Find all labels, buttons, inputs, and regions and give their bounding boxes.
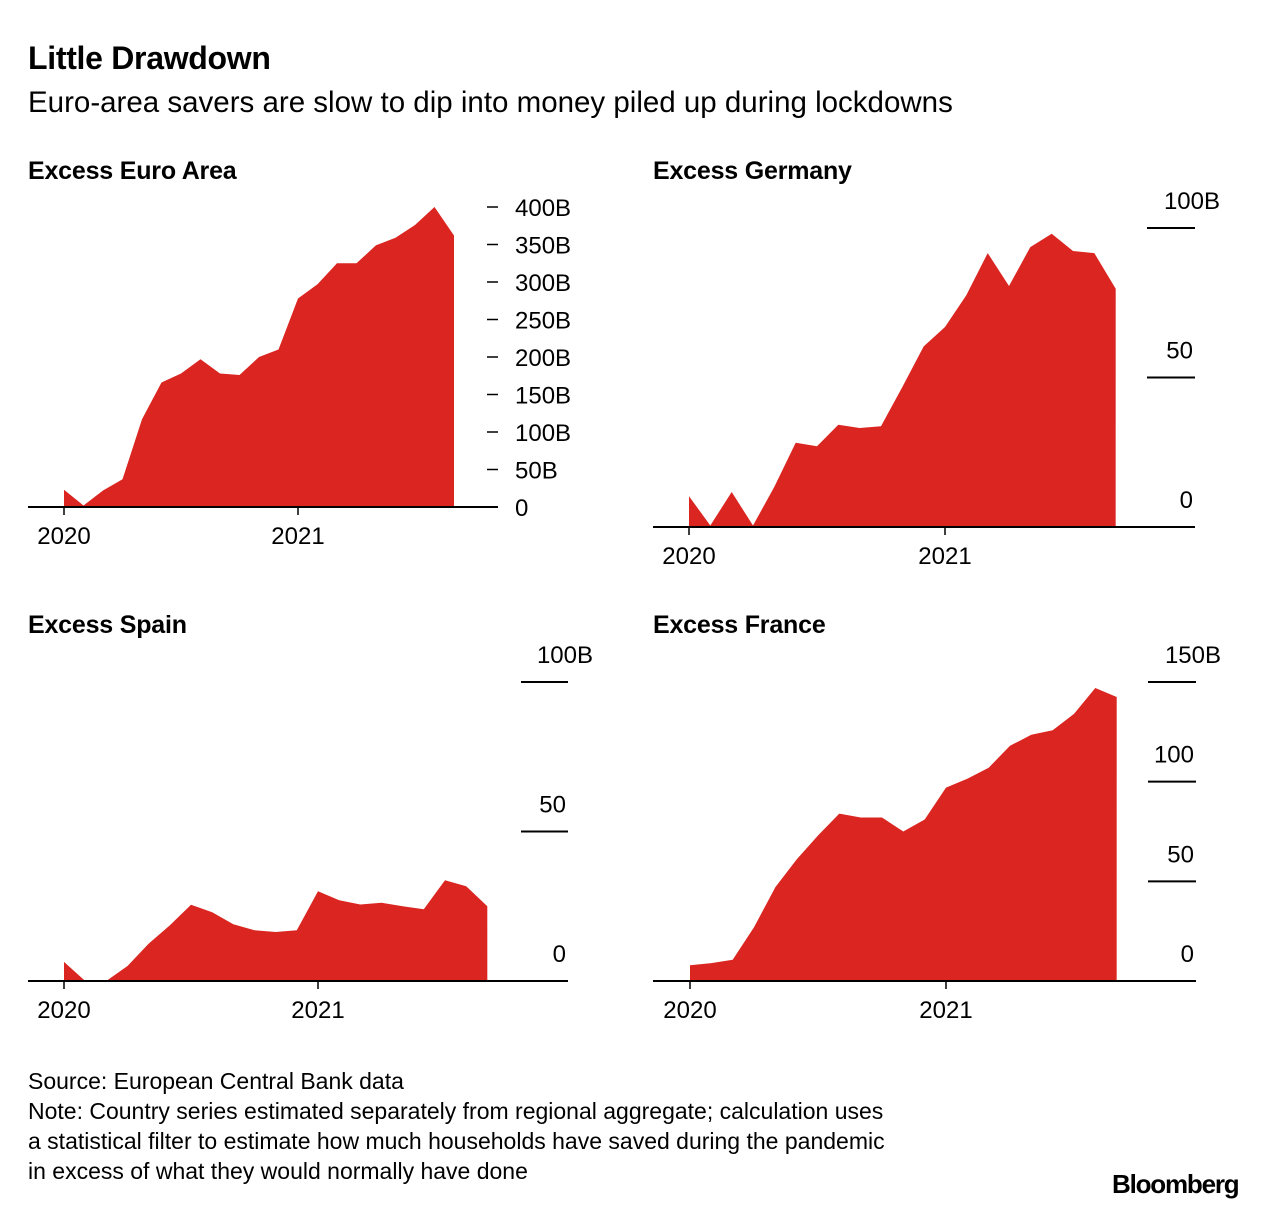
y-tick-label: 100B bbox=[515, 420, 571, 447]
note-line: in excess of what they would normally ha… bbox=[28, 1158, 528, 1184]
y-tick-label: 200B bbox=[515, 345, 571, 372]
note-line: Note: Country series estimated separatel… bbox=[28, 1098, 884, 1124]
y-tick-label: 150B bbox=[515, 383, 571, 410]
chart-panel-excess-france: Excess France 2020 2021 0 50 100 150B bbox=[653, 611, 1221, 1024]
note-line: a statistical filter to estimate how muc… bbox=[28, 1128, 885, 1154]
x-tick-label: 2021 bbox=[271, 523, 324, 550]
y-tick-label: 100B bbox=[537, 642, 593, 669]
x-tick-label: 2020 bbox=[662, 543, 715, 570]
y-tick-label: 50 bbox=[539, 792, 566, 819]
panel-title: Excess France bbox=[653, 611, 826, 639]
x-tick-label: 2020 bbox=[663, 997, 716, 1024]
area-series bbox=[64, 207, 454, 507]
chart-panel-excess-spain: Excess Spain 2020 2021 0 50 100B bbox=[28, 611, 593, 1024]
chart-panel-excess-euro-area: Excess Euro Area 2020 2021 0 50B 100B 150B 200B… bbox=[28, 157, 571, 550]
y-tick-label: 150B bbox=[1165, 642, 1221, 669]
y-tick-label: 100 bbox=[1154, 742, 1194, 769]
y-tick-label: 0 bbox=[1180, 487, 1193, 514]
panel-title: Excess Germany bbox=[653, 157, 852, 185]
y-tick-label: 50 bbox=[1167, 841, 1194, 868]
x-tick-label: 2021 bbox=[919, 997, 972, 1024]
y-tick-label: 50B bbox=[515, 458, 558, 485]
area-series bbox=[689, 233, 1116, 527]
bloomberg-logo: Bloomberg bbox=[1112, 1169, 1240, 1199]
chart-panel-excess-germany: Excess Germany 2020 2021 0 50 100B bbox=[653, 157, 1220, 570]
y-tick-label: 250B bbox=[515, 308, 571, 335]
source-note: Source: European Central Bank data bbox=[28, 1068, 404, 1094]
y-tick-label: 0 bbox=[1181, 941, 1194, 968]
y-tick-label: 50 bbox=[1166, 338, 1193, 365]
y-tick-label: 350B bbox=[515, 233, 571, 260]
area-series bbox=[64, 880, 488, 981]
y-tick-label: 0 bbox=[553, 941, 566, 968]
x-tick-label: 2021 bbox=[918, 543, 971, 570]
panel-title: Excess Euro Area bbox=[28, 157, 238, 185]
x-tick-label: 2021 bbox=[291, 997, 344, 1024]
y-tick-label: 100B bbox=[1164, 188, 1220, 215]
x-tick-label: 2020 bbox=[37, 997, 90, 1024]
chart-title: Little Drawdown bbox=[28, 40, 271, 76]
y-tick-label: 400B bbox=[515, 195, 571, 222]
y-tick-label: 0 bbox=[515, 495, 528, 522]
x-tick-label: 2020 bbox=[37, 523, 90, 550]
chart-subtitle: Euro-area savers are slow to dip into mo… bbox=[28, 86, 953, 119]
panel-title: Excess Spain bbox=[28, 611, 187, 639]
y-tick-label: 300B bbox=[515, 270, 571, 297]
area-series bbox=[690, 688, 1117, 981]
